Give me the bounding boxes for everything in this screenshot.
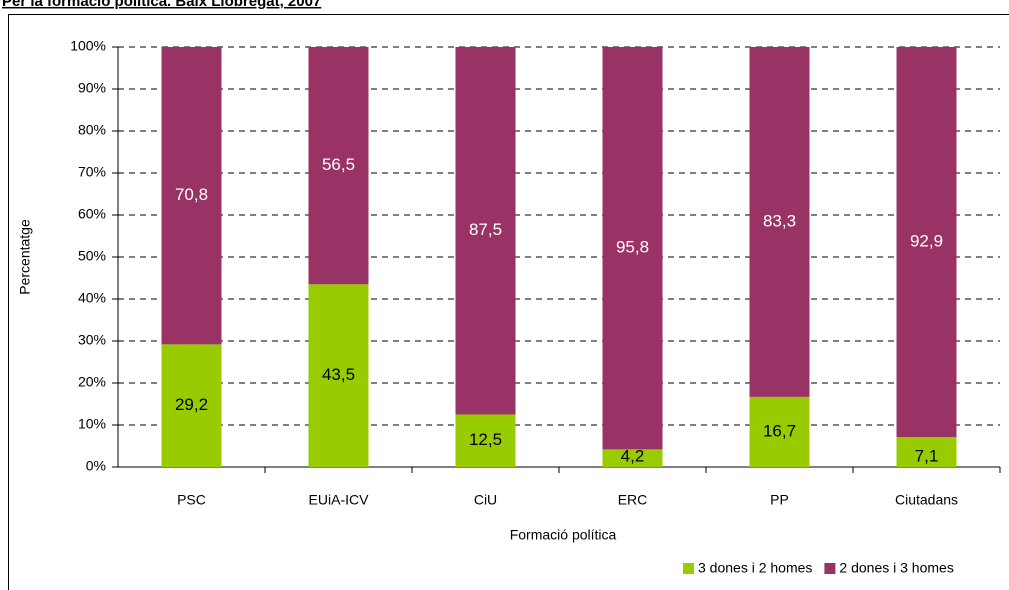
data-label: 43,5 (322, 365, 355, 384)
y-tick-label: 80% (78, 122, 106, 138)
y-tick-label: 100% (70, 38, 106, 54)
y-tick-label: 60% (78, 206, 106, 222)
bar-segment (308, 47, 369, 285)
data-label: 95,8 (616, 238, 649, 257)
bar-segment (161, 47, 222, 345)
y-tick-label: 50% (78, 248, 106, 264)
data-label: 87,5 (469, 220, 502, 239)
y-tick-label: 90% (78, 80, 106, 96)
bar-segment (308, 284, 369, 467)
bar-segment (896, 437, 957, 467)
bar-segment (602, 449, 663, 467)
y-tick-label: 20% (78, 374, 106, 390)
x-tick-label: PP (770, 492, 789, 508)
x-tick-label: PSC (177, 492, 206, 508)
legend-label: 3 dones i 2 homes (698, 560, 812, 576)
data-label: 12,5 (469, 430, 502, 449)
x-tick-label: ERC (618, 492, 648, 508)
x-tick-label: EUiA-ICV (309, 492, 370, 508)
x-axis-label: Formació política (510, 527, 617, 543)
x-tick-label: Ciutadans (895, 492, 958, 508)
legend-swatch (824, 563, 836, 574)
bar-segment (602, 47, 663, 450)
data-label: 56,5 (322, 155, 355, 174)
legend-swatch (683, 563, 694, 574)
data-label: 70,8 (175, 185, 208, 204)
y-tick-label: 70% (78, 164, 106, 180)
y-tick-label: 10% (78, 416, 106, 432)
data-label: 7,1 (915, 446, 939, 465)
x-tick-label: CiU (474, 492, 497, 508)
bar-segment (896, 47, 957, 438)
legend-label: 2 dones i 3 homes (839, 560, 953, 576)
y-tick-label: 0% (86, 458, 106, 474)
data-label: 92,9 (910, 232, 943, 251)
y-tick-label: 30% (78, 332, 106, 348)
bar-segment (455, 47, 516, 415)
y-axis-label: Percentatge (17, 219, 33, 295)
bar-segment (749, 396, 810, 467)
data-label: 16,7 (763, 421, 796, 440)
bar-segment (749, 47, 810, 397)
data-label: 4,2 (621, 446, 645, 465)
data-label: 29,2 (175, 395, 208, 414)
bar-segment (161, 344, 222, 467)
chart-frame (8, 14, 1009, 590)
bar-segment (455, 414, 516, 467)
data-label: 83,3 (763, 211, 796, 230)
chart-title: Per la formació política. Baix Llobregat… (2, 0, 321, 10)
y-tick-label: 40% (78, 290, 106, 306)
